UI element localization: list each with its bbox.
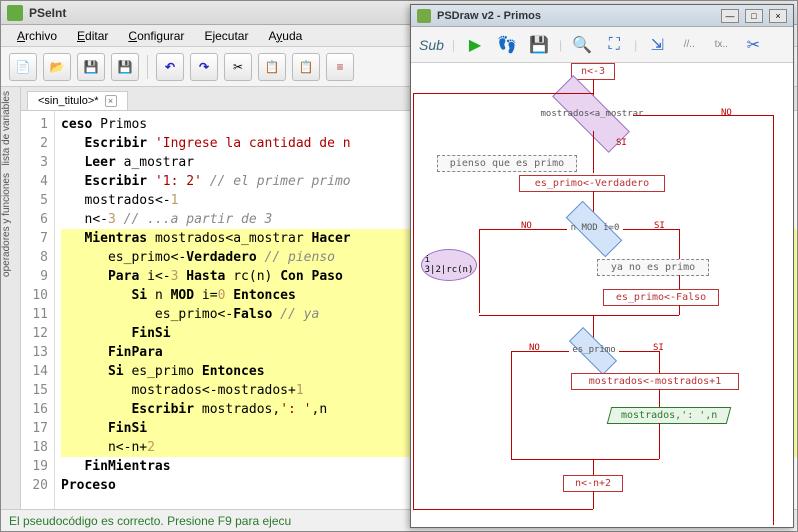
maximize-button[interactable]: □ <box>745 9 763 23</box>
edge <box>679 229 680 259</box>
flowchart-assign-nplus2[interactable]: n<-n+2 <box>563 475 623 492</box>
flowchart-canvas[interactable]: n<-3 mostrados<a_mostrar NO SI pienso qu… <box>411 63 793 527</box>
flowchart-decision-main-label: mostrados<a_mostrar <box>527 109 657 119</box>
open-button[interactable] <box>43 53 71 81</box>
edge <box>593 459 594 475</box>
edge <box>593 491 594 509</box>
flowchart-assign-n3[interactable]: n<-3 <box>571 63 615 80</box>
step-button[interactable] <box>495 33 519 57</box>
sidebar-ops-label[interactable]: operadores y funciones <box>1 173 20 277</box>
edge <box>659 351 660 373</box>
comment-button[interactable] <box>677 33 701 57</box>
no-label: NO <box>721 108 732 118</box>
edge <box>511 351 569 352</box>
psdraw-app-icon <box>417 9 431 23</box>
flowchart-assign-falso[interactable]: es_primo<-Falso <box>603 289 719 306</box>
edge <box>413 93 414 509</box>
flowchart-note-yanoes: ya no es primo <box>597 259 709 276</box>
undo-button[interactable] <box>156 53 184 81</box>
sidebar-vars-label[interactable]: lista de variables <box>1 91 20 165</box>
edge <box>679 305 680 315</box>
status-text: El pseudocódigo es correcto. Presione F9… <box>9 514 291 528</box>
close-button[interactable]: × <box>769 9 787 23</box>
saveas-button[interactable] <box>111 53 139 81</box>
copy-button[interactable] <box>258 53 286 81</box>
tab-close-icon[interactable]: × <box>105 95 117 107</box>
toolbar-sep <box>147 55 148 79</box>
new-button[interactable] <box>9 53 37 81</box>
edge <box>773 115 774 525</box>
paste-button[interactable] <box>292 53 320 81</box>
line-gutter: 1234567891011121314151617181920 <box>21 111 55 509</box>
pseint-app-icon <box>7 5 23 21</box>
edge <box>511 459 659 460</box>
fullscreen-button[interactable] <box>602 33 626 57</box>
menu-editar[interactable]: Editar <box>69 27 116 45</box>
menu-ayuda[interactable]: Ayuda <box>260 27 310 45</box>
edge <box>659 423 660 459</box>
edge <box>633 115 773 116</box>
minimize-button[interactable]: — <box>721 9 739 23</box>
edge <box>511 351 512 459</box>
psdraw-save-button[interactable] <box>527 33 551 57</box>
sub-label[interactable]: Sub <box>419 37 444 53</box>
sidebar: lista de variables operadores y funcione… <box>1 87 21 509</box>
cut-button[interactable] <box>224 53 252 81</box>
tab-label: <sin_titulo>* <box>38 95 99 107</box>
edge <box>679 275 680 289</box>
menu-configurar[interactable]: Configurar <box>120 27 192 45</box>
menu-archivo[interactable]: Archivo <box>9 27 65 45</box>
edge <box>593 131 594 155</box>
flowchart-assign-mostrados[interactable]: mostrados<-mostrados+1 <box>571 373 739 390</box>
edge <box>479 229 480 313</box>
flowchart-output[interactable]: mostrados,': ',n <box>607 407 732 424</box>
flowchart-decision-esprimo-label: es_primo <box>567 345 621 355</box>
tab-sintitulo[interactable]: <sin_titulo>* × <box>27 91 128 110</box>
edge <box>413 93 593 94</box>
flowchart-note-pienso: pienso que es primo <box>437 155 577 172</box>
node-button[interactable] <box>645 33 669 57</box>
psdraw-window: PSDraw v2 - Primos — □ × Sub | | | n<-3 … <box>410 4 794 528</box>
flowchart-decision-mod-label: n MOD i=0 <box>559 223 631 233</box>
zoom-button[interactable] <box>570 33 594 57</box>
psdraw-titlebar: PSDraw v2 - Primos — □ × <box>411 5 793 27</box>
run-button[interactable] <box>463 33 487 57</box>
menu-ejecutar[interactable]: Ejecutar <box>196 27 256 45</box>
flowchart-for-loop[interactable]: i3|2|rc(n) <box>421 249 477 281</box>
si-label: SI <box>616 138 627 148</box>
edge <box>619 351 659 352</box>
edge <box>479 229 567 230</box>
tx-button[interactable] <box>709 33 733 57</box>
list-button[interactable] <box>326 53 354 81</box>
crop-button[interactable] <box>741 33 765 57</box>
psdraw-title: PSDraw v2 - Primos <box>437 10 715 22</box>
flowchart-assign-verdadero[interactable]: es_primo<-Verdadero <box>519 175 665 192</box>
edge <box>623 229 679 230</box>
save-button[interactable] <box>77 53 105 81</box>
psdraw-toolbar: Sub | | | <box>411 27 793 63</box>
edge <box>413 509 593 510</box>
edge <box>479 315 679 316</box>
edge <box>659 389 660 407</box>
redo-button[interactable] <box>190 53 218 81</box>
edge <box>593 155 594 173</box>
pseint-title: PSeInt <box>29 6 66 20</box>
